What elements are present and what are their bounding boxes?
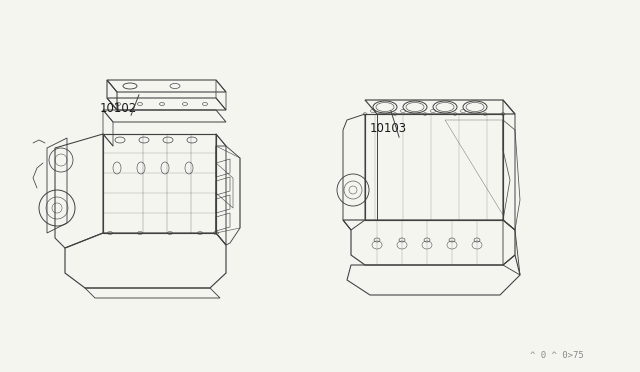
Text: ^ 0 ^ 0>75: ^ 0 ^ 0>75: [530, 351, 584, 360]
Text: 10103: 10103: [370, 122, 407, 135]
Text: 10102: 10102: [100, 102, 137, 115]
